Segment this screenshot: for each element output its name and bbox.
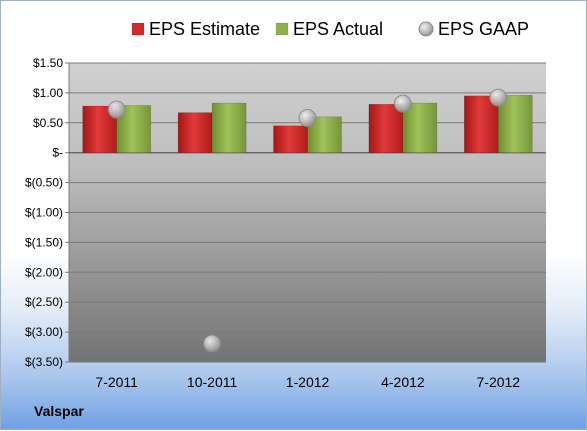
- y-tick-label: $(1.50): [25, 235, 63, 249]
- eps-estimate-bar: [177, 112, 213, 153]
- plot-area: $1.50 $1.00 $0.50 $- $(0.50) $(1.00) $(1.50) $(…: [25, 56, 546, 390]
- y-tick-label: $(1.00): [25, 206, 63, 220]
- eps-gaap-point: [107, 100, 126, 119]
- y-tick-label: $(0.50): [25, 176, 63, 190]
- y-tick-label: $1.50: [33, 56, 63, 70]
- y-tick-label: $(2.00): [25, 265, 63, 279]
- x-category-label: 7-2012: [477, 374, 521, 390]
- eps-gaap-point: [489, 88, 508, 107]
- eps-actual-bar: [498, 95, 533, 153]
- legend-marker-square: [131, 22, 145, 36]
- company-label: Valspar: [34, 403, 84, 419]
- eps-estimate-bar: [368, 104, 404, 153]
- eps-estimate-bar: [273, 125, 308, 153]
- chart-legend: EPS Estimate EPS Actual EPS GAAP: [131, 19, 529, 39]
- legend-label: EPS Actual: [293, 19, 383, 39]
- x-category-label: 1-2012: [286, 374, 330, 390]
- eps-actual-bar: [402, 102, 438, 153]
- y-tick-label: $1.00: [33, 86, 63, 100]
- eps-estimate-bar: [464, 95, 499, 153]
- y-tick-label: $(3.00): [25, 325, 63, 339]
- eps-actual-bar: [211, 102, 247, 153]
- eps-gaap-point: [298, 109, 317, 128]
- legend-marker-square: [275, 22, 289, 36]
- y-tick-label: $0.50: [33, 116, 63, 130]
- x-category-label: 7-2011: [95, 374, 138, 390]
- eps-gaap-point: [203, 334, 222, 353]
- legend-marker-circle: [418, 21, 434, 37]
- legend-label: EPS GAAP: [438, 19, 529, 39]
- eps-gaap-point: [393, 94, 412, 113]
- y-tick-label: $(2.50): [25, 295, 63, 309]
- x-category-label: 4-2012: [381, 374, 425, 390]
- legend-label: EPS Estimate: [149, 19, 260, 39]
- x-category-label: 10-2011: [187, 374, 238, 390]
- eps-actual-bar: [307, 116, 342, 153]
- y-tick-label: $-: [52, 146, 63, 160]
- y-tick-label: $(3.50): [25, 355, 63, 369]
